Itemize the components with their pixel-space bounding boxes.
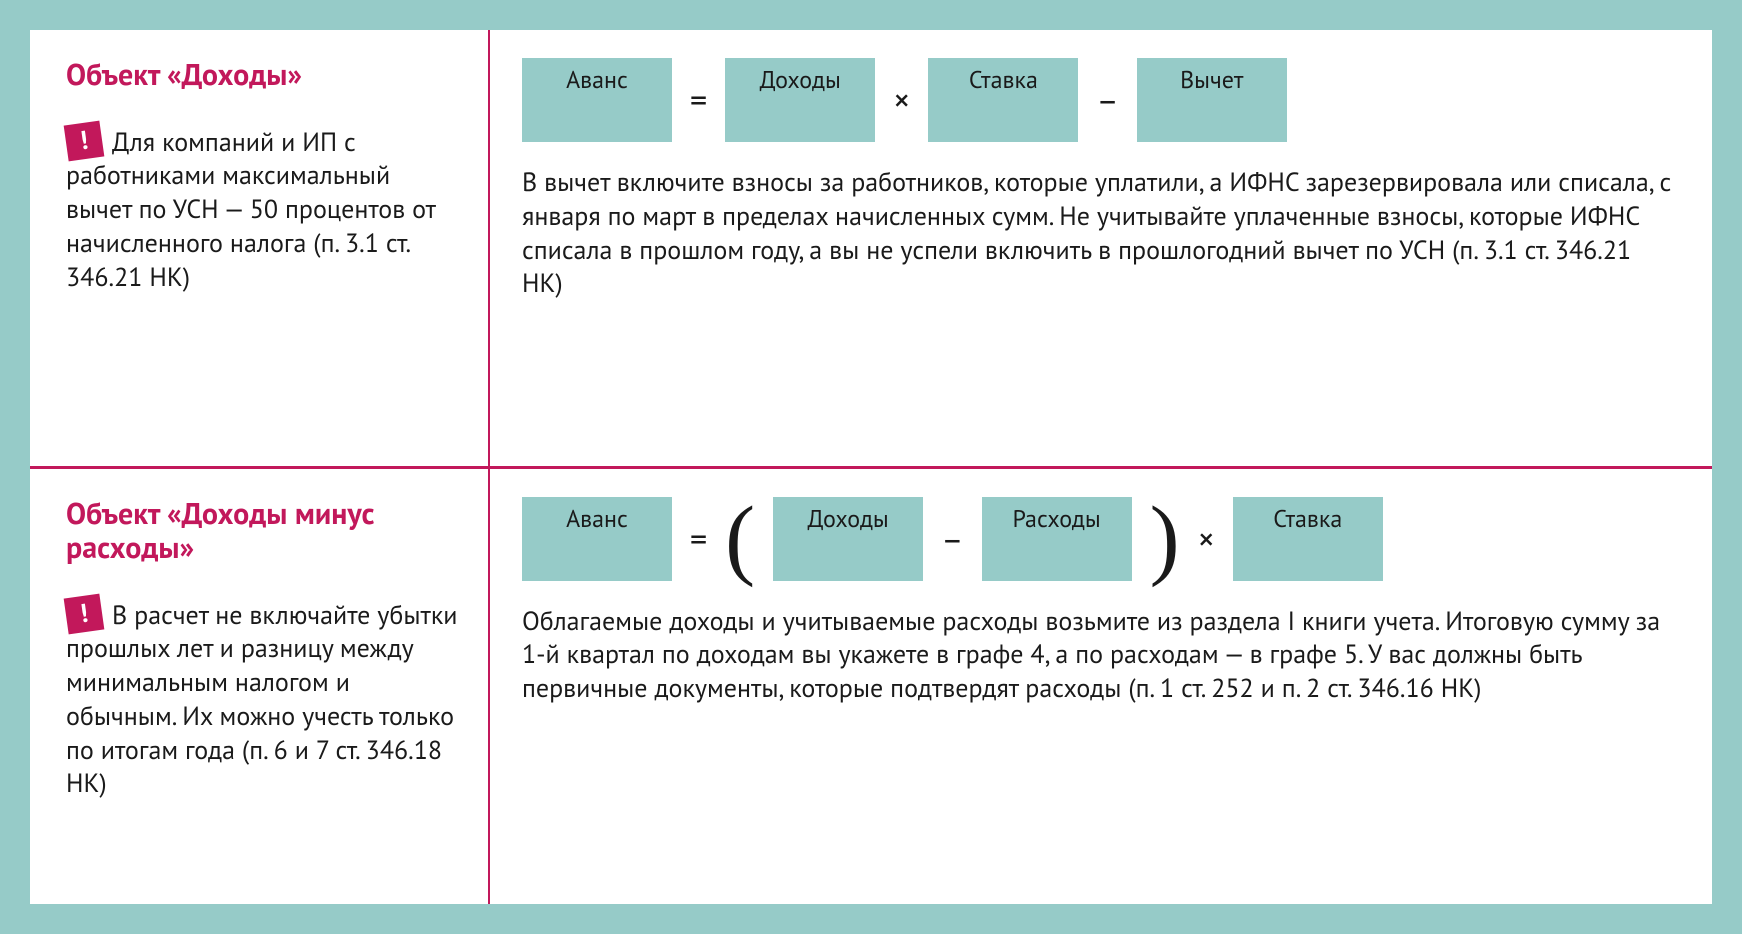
op-equals: = bbox=[690, 517, 707, 561]
term-advance: Аванс bbox=[522, 58, 672, 142]
op-minus: – bbox=[941, 517, 963, 561]
formula-ime: Аванс = ( Доходы – Расходы ) × Ставка bbox=[522, 497, 1676, 581]
section-ime-left: Объект «Доходы минус расходы» !В расчет … bbox=[30, 469, 490, 905]
section-income-heading: Объект «Доходы» bbox=[66, 58, 460, 93]
term-income: Доходы bbox=[725, 58, 875, 142]
formula-income: Аванс = Доходы × Ставка – Вычет bbox=[522, 58, 1676, 142]
op-equals: = bbox=[690, 78, 707, 122]
op-times: × bbox=[1198, 517, 1215, 561]
op-times: × bbox=[893, 78, 910, 122]
section-ime-right: Аванс = ( Доходы – Расходы ) × Ставка Об… bbox=[490, 469, 1712, 905]
term-expenses: Расходы bbox=[982, 497, 1132, 581]
term-rate: Ставка bbox=[928, 58, 1078, 142]
term-advance: Аванс bbox=[522, 497, 672, 581]
section-ime-note: !В расчет не включайте убытки прошлых ле… bbox=[66, 596, 460, 802]
section-income-right: Аванс = Доходы × Ставка – Вычет В вычет … bbox=[490, 30, 1712, 466]
section-ime-note-text: В расчет не включайте убытки прошлых лет… bbox=[66, 599, 458, 801]
section-income-body: В вычет включите взносы за работников, к… bbox=[522, 166, 1676, 301]
section-ime-body: Облагаемые доходы и учитываемые расходы … bbox=[522, 605, 1676, 706]
section-income-left: Объект «Доходы» !Для компаний и ИП с раб… bbox=[30, 30, 490, 466]
section-income-note-text: Для компаний и ИП с работниками максимал… bbox=[66, 126, 435, 294]
warning-icon: ! bbox=[64, 593, 105, 634]
paren-close: ) bbox=[1150, 512, 1180, 566]
term-deduction: Вычет bbox=[1137, 58, 1287, 142]
term-rate: Ставка bbox=[1233, 497, 1383, 581]
section-ime-heading: Объект «Доходы минус расходы» bbox=[66, 497, 460, 566]
section-income: Объект «Доходы» !Для компаний и ИП с раб… bbox=[30, 30, 1712, 466]
term-income: Доходы bbox=[773, 497, 923, 581]
op-minus: – bbox=[1096, 78, 1118, 122]
section-income-minus-expenses: Объект «Доходы минус расходы» !В расчет … bbox=[30, 466, 1712, 905]
paren-open: ( bbox=[725, 512, 755, 566]
section-income-note: !Для компаний и ИП с работниками максима… bbox=[66, 123, 460, 295]
info-card: Объект «Доходы» !Для компаний и ИП с раб… bbox=[30, 30, 1712, 904]
warning-icon: ! bbox=[64, 120, 105, 161]
